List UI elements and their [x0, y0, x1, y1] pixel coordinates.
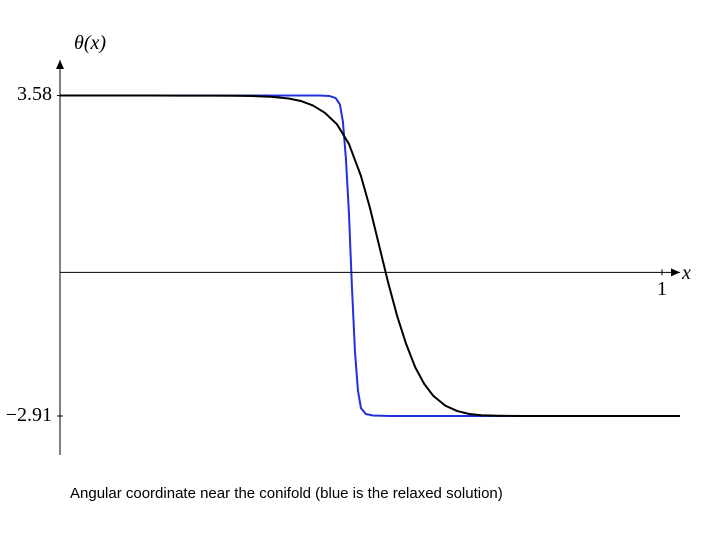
chart-caption: Angular coordinate near the conifold (bl…	[70, 485, 503, 502]
x-axis-label: x	[682, 262, 691, 285]
chart-container: { "chart": { "type": "line", "title": ""…	[0, 0, 720, 540]
chart-svg	[0, 0, 720, 540]
y-tick-label: −2.91	[6, 404, 52, 427]
x-tick-label: 1	[657, 278, 667, 301]
y-tick-label: 3.58	[17, 83, 52, 106]
y-axis-label: θ(x)	[74, 32, 106, 55]
